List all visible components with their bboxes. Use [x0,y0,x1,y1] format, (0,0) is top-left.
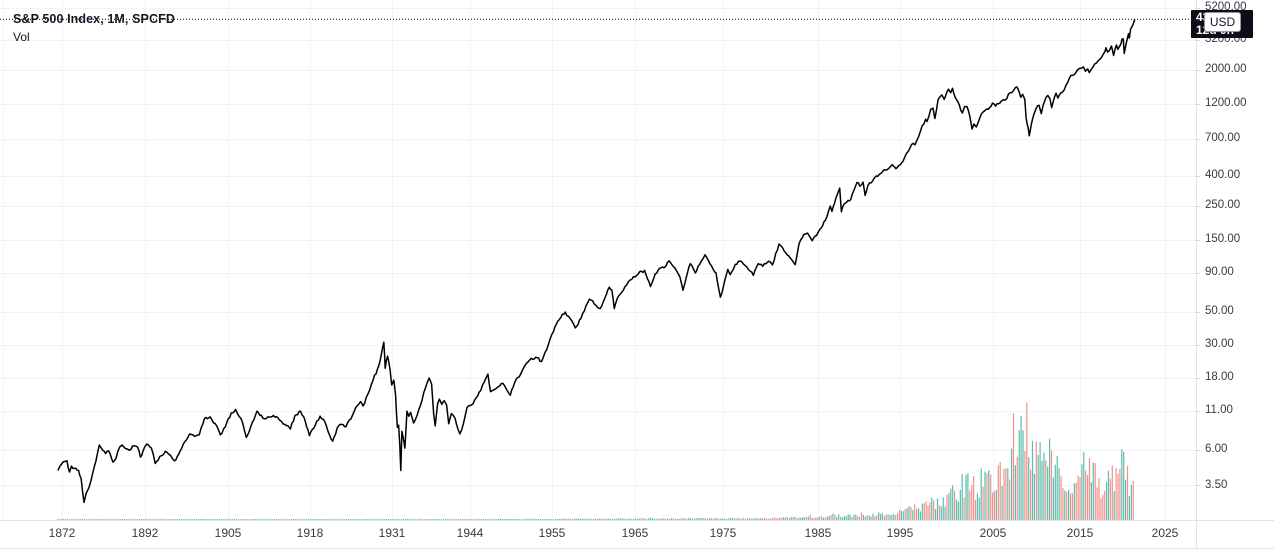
time-axis-label: 1985 [804,526,832,540]
volume-indicator-legend[interactable]: Vol [13,30,30,44]
volume-up-bars [57,416,1132,520]
time-axis-label: 1995 [886,526,914,540]
time-axis-label: 1872 [48,526,76,540]
time-axis-label: 2015 [1066,526,1094,540]
price-axis-label: 700.00 [1205,132,1241,144]
time-axis-label: 1955 [538,526,566,540]
time-axis-label: 1905 [214,526,242,540]
chart-legend: S&P 500 Index, 1M, SPCFD Vol [13,12,175,44]
price-axis-label: 90.00 [1205,266,1234,279]
price-axis-label: 6.00 [1205,443,1228,456]
price-axis-label: 18.00 [1205,371,1234,384]
grid-lines [0,0,1196,520]
price-axis-label: 30.00 [1205,338,1234,350]
time-axis-label: 1965 [621,526,649,540]
time-axis-label: 2005 [979,526,1007,540]
price-line-series [57,19,1136,504]
time-axis-label: 1892 [131,526,159,540]
price-axis-label: 11.00 [1205,403,1233,416]
time-axis-label: 1918 [296,526,324,540]
price-axis-label: 1200.00 [1205,96,1247,109]
time-axis-label: 1975 [709,526,737,540]
price-axis-label: 150.00 [1205,232,1241,245]
price-axis-label: 400.00 [1205,168,1241,181]
price-axis-ticks [1196,8,1200,486]
time-axis-label: 2025 [1151,526,1179,540]
price-axis-label: 50.00 [1205,304,1234,317]
symbol-legend[interactable]: S&P 500 Index, 1M, SPCFD [13,12,175,26]
time-axis-label: 1931 [378,526,406,540]
price-axis-label: 3.50 [1205,478,1228,491]
price-axis-label: 2000.00 [1205,63,1247,76]
time-axis-label: 1944 [456,526,484,540]
volume-down-bars [68,402,1134,520]
price-axis-label: 250.00 [1205,199,1241,212]
price-axis-label: 5200.00 [1205,0,1247,13]
currency-tooltip: USD [1204,12,1241,32]
